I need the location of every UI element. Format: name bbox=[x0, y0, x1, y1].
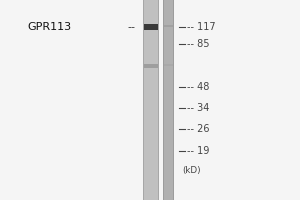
Text: -- 34: -- 34 bbox=[187, 103, 209, 113]
Text: -- 26: -- 26 bbox=[187, 124, 209, 134]
Bar bbox=[163, 0, 164, 200]
Bar bbox=[172, 0, 174, 200]
Text: -- 19: -- 19 bbox=[187, 146, 209, 156]
Bar bbox=[164, 25, 173, 27]
Bar bbox=[144, 24, 158, 30]
Text: GPR113: GPR113 bbox=[27, 22, 71, 32]
Text: -- 48: -- 48 bbox=[187, 82, 209, 92]
Text: --: -- bbox=[128, 22, 136, 32]
Bar bbox=[163, 0, 174, 200]
Bar bbox=[144, 64, 158, 68]
Bar bbox=[142, 0, 159, 200]
Text: -- 85: -- 85 bbox=[187, 39, 209, 49]
Text: -- 117: -- 117 bbox=[187, 22, 215, 32]
Text: (kD): (kD) bbox=[182, 166, 201, 176]
Bar bbox=[164, 64, 173, 66]
Bar bbox=[142, 0, 144, 200]
Bar bbox=[158, 0, 159, 200]
